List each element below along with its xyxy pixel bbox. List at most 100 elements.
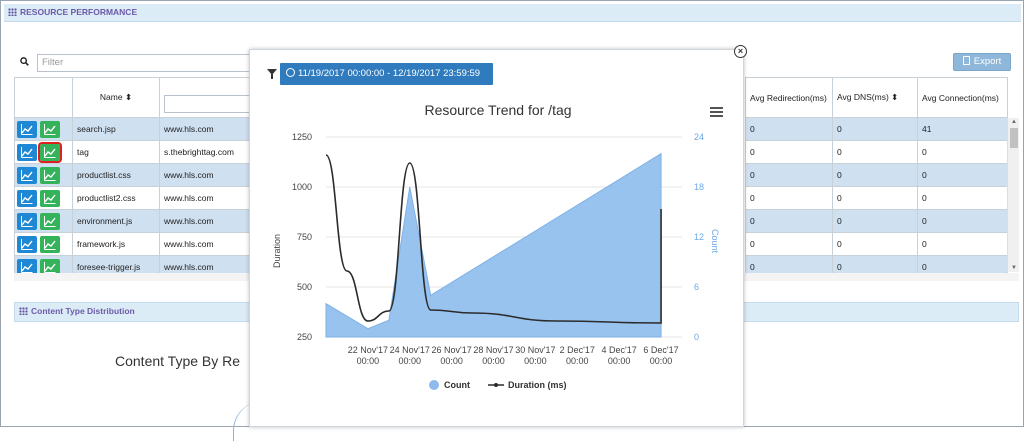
resource-trend-icon[interactable]: [40, 212, 60, 230]
filter-icon[interactable]: [267, 69, 277, 75]
x-tick-label: 00:00: [566, 356, 589, 366]
x-tick-label: 00:00: [524, 356, 547, 366]
table-row[interactable]: tag s.thebrighttag.com: [14, 140, 251, 164]
y-left-tick-label: 1000: [292, 182, 312, 192]
y-right-axis-label: Count: [710, 229, 720, 254]
table-row[interactable]: 0 0 41: [745, 117, 1008, 141]
row-actions: [14, 140, 73, 164]
row-actions: [14, 117, 73, 141]
trend-chart-icon[interactable]: [17, 143, 37, 161]
filter-icon-stem: [271, 74, 273, 79]
name-header[interactable]: Name ⬍: [72, 77, 160, 118]
y-left-tick-label: 250: [297, 332, 312, 342]
close-icon[interactable]: ×: [734, 45, 747, 58]
table-row[interactable]: productlist2.css www.hls.com: [14, 186, 251, 210]
row-avg-connection: 0: [917, 140, 1008, 164]
row-avg-redirection: 0: [745, 232, 833, 256]
row-host: www.hls.com: [159, 232, 251, 256]
x-tick-label: 00:00: [482, 356, 505, 366]
row-avg-connection: 41: [917, 117, 1008, 141]
row-avg-dns: 0: [832, 209, 918, 233]
document-icon: [962, 56, 970, 65]
row-avg-connection: 0: [917, 209, 1008, 233]
resource-trend-icon[interactable]: [38, 141, 62, 163]
resource-metrics-table: Avg Redirection(ms) Avg DNS(ms) ⬍ Avg Co…: [745, 77, 1008, 279]
resource-trend-icon[interactable]: [40, 258, 60, 276]
trend-chart-icon[interactable]: [17, 212, 37, 230]
legend-duration-dot: [494, 383, 498, 387]
row-avg-redirection: 0: [745, 140, 833, 164]
count-area: [325, 152, 662, 338]
row-name: framework.js: [72, 232, 160, 256]
trend-chart-icon[interactable]: [17, 258, 37, 276]
duration-line: [325, 154, 662, 324]
legend-duration-label: Duration (ms): [508, 380, 567, 390]
x-tick-label: 26 Nov'17: [432, 345, 472, 355]
avg-dns-header[interactable]: Avg DNS(ms) ⬍: [832, 77, 918, 118]
panel-title-text: RESOURCE PERFORMANCE: [20, 7, 138, 17]
avg-redirection-header[interactable]: Avg Redirection(ms): [745, 77, 833, 118]
y-right-tick-label: 24: [694, 132, 704, 142]
host-header: [159, 77, 251, 118]
filter-input[interactable]: Filter: [37, 54, 263, 72]
scroll-up-icon[interactable]: ▲: [1011, 119, 1017, 125]
resource-table: Name ⬍ search.jsp www.hls.com tag s.thebrig…: [14, 77, 251, 279]
x-tick-label: 00:00: [357, 356, 380, 366]
resource-trend-icon[interactable]: [40, 166, 60, 184]
table-row[interactable]: search.jsp www.hls.com: [14, 117, 251, 141]
export-button[interactable]: Export: [953, 53, 1011, 71]
y-right-tick-label: 12: [694, 232, 704, 242]
table-row[interactable]: productlist.css www.hls.com: [14, 163, 251, 187]
row-avg-redirection: 0: [745, 186, 833, 210]
trend-chart-icon[interactable]: [17, 235, 37, 253]
x-tick-label: 28 Nov'17: [473, 345, 513, 355]
table-row[interactable]: framework.js www.hls.com: [14, 232, 251, 256]
scroll-down-icon[interactable]: ▼: [1011, 265, 1017, 271]
row-avg-redirection: 0: [745, 117, 833, 141]
date-range-text: 11/19/2017 00:00:00 - 12/19/2017 23:59:5…: [298, 68, 481, 79]
x-tick-label: 6 Dec'17: [643, 345, 678, 355]
trend-chart-icon[interactable]: [17, 189, 37, 207]
grid-icon: [8, 8, 17, 16]
legend-count-label: Count: [444, 380, 470, 390]
trend-chart-icon[interactable]: [17, 166, 37, 184]
chart-menu-icon[interactable]: [710, 107, 723, 117]
row-avg-dns: 0: [832, 232, 918, 256]
host-filter-input[interactable]: [164, 95, 250, 113]
grid-icon: [19, 307, 28, 315]
row-avg-dns: 0: [832, 163, 918, 187]
search-icon: [20, 57, 29, 68]
scroll-thumb[interactable]: [1010, 128, 1018, 148]
row-avg-redirection: 0: [745, 209, 833, 233]
date-range-button[interactable]: 11/19/2017 00:00:00 - 12/19/2017 23:59:5…: [280, 63, 493, 85]
content-type-pie-edge: [233, 401, 263, 441]
row-actions: [14, 209, 73, 233]
row-avg-connection: 0: [917, 163, 1008, 187]
row-host: www.hls.com: [159, 117, 251, 141]
resource-trend-icon[interactable]: [40, 235, 60, 253]
table-row[interactable]: environment.js www.hls.com: [14, 209, 251, 233]
x-tick-label: 00:00: [398, 356, 421, 366]
row-name: environment.js: [72, 209, 160, 233]
avg-connection-header[interactable]: Avg Connection(ms): [917, 77, 1008, 118]
table-vertical-scrollbar[interactable]: ▲ ▼: [1007, 118, 1019, 272]
content-type-chart-title: Content Type By Re: [115, 353, 241, 369]
row-avg-dns: 0: [832, 186, 918, 210]
x-tick-label: 00:00: [650, 356, 673, 366]
filter-row: Filter: [15, 53, 263, 73]
x-tick-label: 00:00: [440, 356, 463, 366]
resource-trend-icon[interactable]: [40, 189, 60, 207]
row-host: www.hls.com: [159, 163, 251, 187]
resource-trend-icon[interactable]: [40, 120, 60, 138]
row-avg-dns: 0: [832, 140, 918, 164]
x-tick-label: 24 Nov'17: [390, 345, 430, 355]
trend-chart-icon[interactable]: [17, 120, 37, 138]
y-left-tick-label: 500: [297, 282, 312, 292]
x-tick-label: 2 Dec'17: [560, 345, 595, 355]
